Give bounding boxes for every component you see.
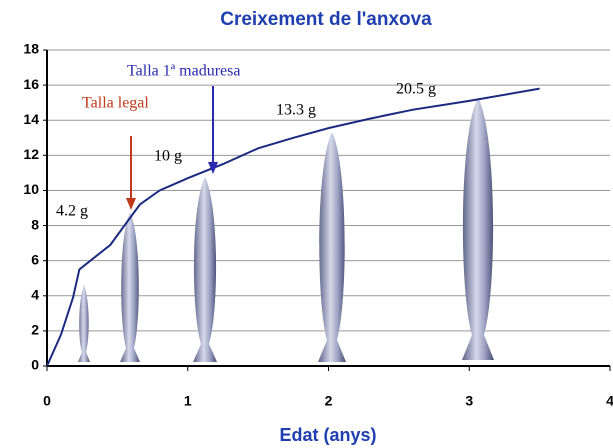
y-tick-label: 2 — [31, 322, 39, 338]
y-tick-label: 4 — [31, 286, 39, 302]
fish — [318, 132, 346, 362]
x-axis-label: Edat (anys) — [279, 425, 376, 445]
annotation: 10 g — [154, 148, 182, 165]
x-tick-label: 4 — [606, 393, 613, 409]
annotation: 20.5 g — [396, 81, 436, 98]
y-tick-label: 18 — [23, 41, 39, 57]
y-tick-label: 8 — [31, 216, 39, 232]
annotation: Talla 1ª maduresa — [127, 63, 240, 80]
chart-title: Creixement de l'anxova — [220, 9, 432, 30]
fish — [462, 97, 494, 360]
arrow-head — [208, 162, 218, 174]
x-tick-label: 0 — [43, 393, 51, 409]
annotation: 13.3 g — [276, 102, 316, 119]
arrow-head — [126, 198, 136, 210]
chart: Creixement de l'anxova Edat (anys) 0 2 4 6 8… — [0, 0, 613, 448]
annotation: Talla legal — [82, 95, 149, 112]
x-tick-label: 3 — [465, 393, 473, 409]
fish — [78, 285, 90, 362]
y-tick-label: 0 — [31, 357, 39, 373]
y-tick-label: 16 — [23, 76, 39, 92]
fish — [120, 212, 140, 362]
x-tick-label: 1 — [184, 393, 192, 409]
fish-illustrations — [78, 97, 494, 362]
annotation: 4.2 g — [56, 203, 88, 220]
y-tick-label: 10 — [23, 181, 39, 197]
y-tick-label: 14 — [23, 111, 39, 127]
x-tick-label: 2 — [325, 393, 333, 409]
y-tick-label: 6 — [31, 251, 39, 267]
fish — [193, 177, 217, 362]
y-tick-label: 12 — [23, 146, 39, 162]
